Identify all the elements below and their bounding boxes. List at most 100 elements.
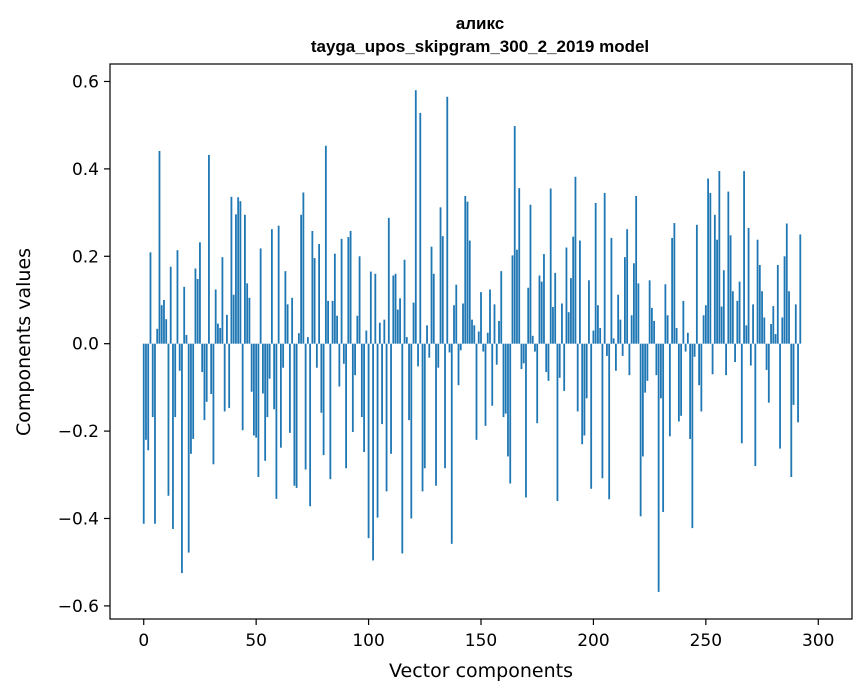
- bar: [707, 178, 709, 344]
- bar: [615, 343, 617, 371]
- bar: [446, 96, 449, 344]
- bar: [529, 204, 532, 344]
- bar: [199, 242, 201, 344]
- chart-subtitle: tayga_upos_skipgram_300_2_2019 model: [311, 37, 649, 56]
- bar: [266, 343, 269, 418]
- bar: [360, 343, 363, 418]
- bar: [538, 275, 541, 344]
- bar: [738, 281, 741, 344]
- bar: [466, 201, 469, 344]
- bar: [241, 343, 244, 431]
- y-tick-label: 0.4: [72, 160, 99, 180]
- bar: [154, 343, 156, 524]
- bar: [390, 343, 392, 454]
- bar: [574, 176, 577, 344]
- bar: [212, 343, 215, 465]
- bar: [570, 278, 572, 344]
- bar: [585, 343, 588, 399]
- bar: [473, 325, 476, 344]
- bar: [644, 343, 647, 393]
- bar: [700, 343, 703, 412]
- bar: [648, 280, 651, 344]
- bar: [286, 304, 289, 344]
- bar: [666, 315, 669, 344]
- bar: [208, 154, 210, 344]
- bar: [482, 343, 485, 352]
- bar: [698, 343, 700, 386]
- bar: [617, 294, 620, 344]
- bar: [192, 343, 195, 439]
- bar: [315, 343, 318, 368]
- bar: [239, 201, 242, 344]
- bar: [417, 343, 419, 367]
- bar: [158, 150, 161, 344]
- bar: [641, 343, 644, 457]
- bar: [401, 343, 404, 554]
- bar: [235, 214, 237, 344]
- bar: [426, 325, 428, 344]
- bar: [572, 236, 575, 344]
- bar: [432, 273, 435, 344]
- bar: [185, 334, 188, 344]
- bar: [219, 327, 222, 344]
- bar: [745, 325, 748, 344]
- bar: [217, 323, 219, 344]
- bar: [689, 343, 692, 439]
- bar: [477, 331, 480, 344]
- bar: [342, 343, 345, 364]
- bar: [668, 343, 671, 437]
- bar: [543, 254, 545, 344]
- bar: [282, 343, 285, 368]
- bar: [592, 330, 595, 344]
- bar: [367, 343, 370, 539]
- x-tick-label: 300: [802, 631, 834, 651]
- bar: [399, 298, 401, 344]
- bar: [603, 192, 606, 344]
- bar: [187, 343, 190, 553]
- bar: [765, 343, 768, 370]
- bar: [374, 273, 377, 344]
- bar: [554, 272, 557, 344]
- bar: [500, 271, 503, 344]
- bar: [156, 328, 159, 344]
- bar: [349, 230, 352, 344]
- bar: [491, 343, 494, 406]
- x-tick-label: 100: [352, 631, 384, 651]
- bar: [671, 237, 674, 344]
- bar: [475, 343, 478, 440]
- bar: [480, 292, 482, 344]
- bar: [531, 335, 534, 344]
- bar: [682, 300, 685, 344]
- bar: [270, 229, 273, 344]
- bar: [637, 283, 640, 344]
- bar: [142, 343, 145, 524]
- bar: [394, 273, 397, 344]
- bar: [309, 343, 312, 507]
- bar: [540, 281, 543, 344]
- bar: [774, 334, 777, 344]
- bar: [351, 343, 354, 432]
- bar: [709, 192, 712, 344]
- bar: [747, 227, 750, 344]
- bar: [167, 343, 170, 496]
- bar: [486, 332, 489, 344]
- bar: [552, 306, 554, 344]
- bar: [752, 304, 754, 344]
- x-tick-label: 150: [465, 631, 497, 651]
- bar: [450, 343, 453, 544]
- bar: [223, 343, 226, 412]
- bar: [453, 305, 455, 344]
- bar: [489, 289, 491, 344]
- bar: [381, 343, 383, 425]
- bar: [468, 240, 471, 344]
- bar: [484, 343, 487, 426]
- y-tick-label: −0.6: [58, 597, 99, 617]
- bar: [633, 263, 635, 344]
- bar: [464, 195, 467, 344]
- bar: [253, 343, 255, 436]
- bar: [331, 300, 334, 344]
- bar: [749, 343, 752, 366]
- bar: [329, 343, 332, 480]
- bar: [347, 237, 350, 344]
